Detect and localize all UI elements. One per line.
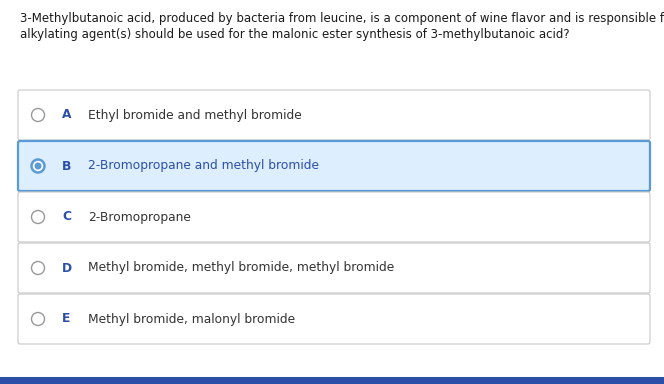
FancyBboxPatch shape [18,141,650,191]
FancyBboxPatch shape [18,294,650,344]
FancyBboxPatch shape [0,377,664,384]
Circle shape [31,210,44,223]
Text: Methyl bromide, methyl bromide, methyl bromide: Methyl bromide, methyl bromide, methyl b… [88,262,394,275]
Text: 2-Bromopropane and methyl bromide: 2-Bromopropane and methyl bromide [88,159,319,172]
Text: E: E [62,313,70,326]
Text: Methyl bromide, malonyl bromide: Methyl bromide, malonyl bromide [88,313,295,326]
FancyBboxPatch shape [18,90,650,140]
Circle shape [31,159,44,172]
Text: D: D [62,262,72,275]
Circle shape [31,109,44,121]
Text: C: C [62,210,71,223]
Circle shape [35,162,41,169]
Text: B: B [62,159,71,172]
Text: A: A [62,109,72,121]
FancyBboxPatch shape [18,243,650,293]
Text: Ethyl bromide and methyl bromide: Ethyl bromide and methyl bromide [88,109,301,121]
Circle shape [31,313,44,326]
Text: alkylating agent(s) should be used for the malonic ester synthesis of 3-methylbu: alkylating agent(s) should be used for t… [20,28,570,41]
Text: 3-Methylbutanoic acid, produced by bacteria from leucine, is a component of wine: 3-Methylbutanoic acid, produced by bacte… [20,12,664,25]
Text: 2-Bromopropane: 2-Bromopropane [88,210,191,223]
Circle shape [31,262,44,275]
FancyBboxPatch shape [18,192,650,242]
